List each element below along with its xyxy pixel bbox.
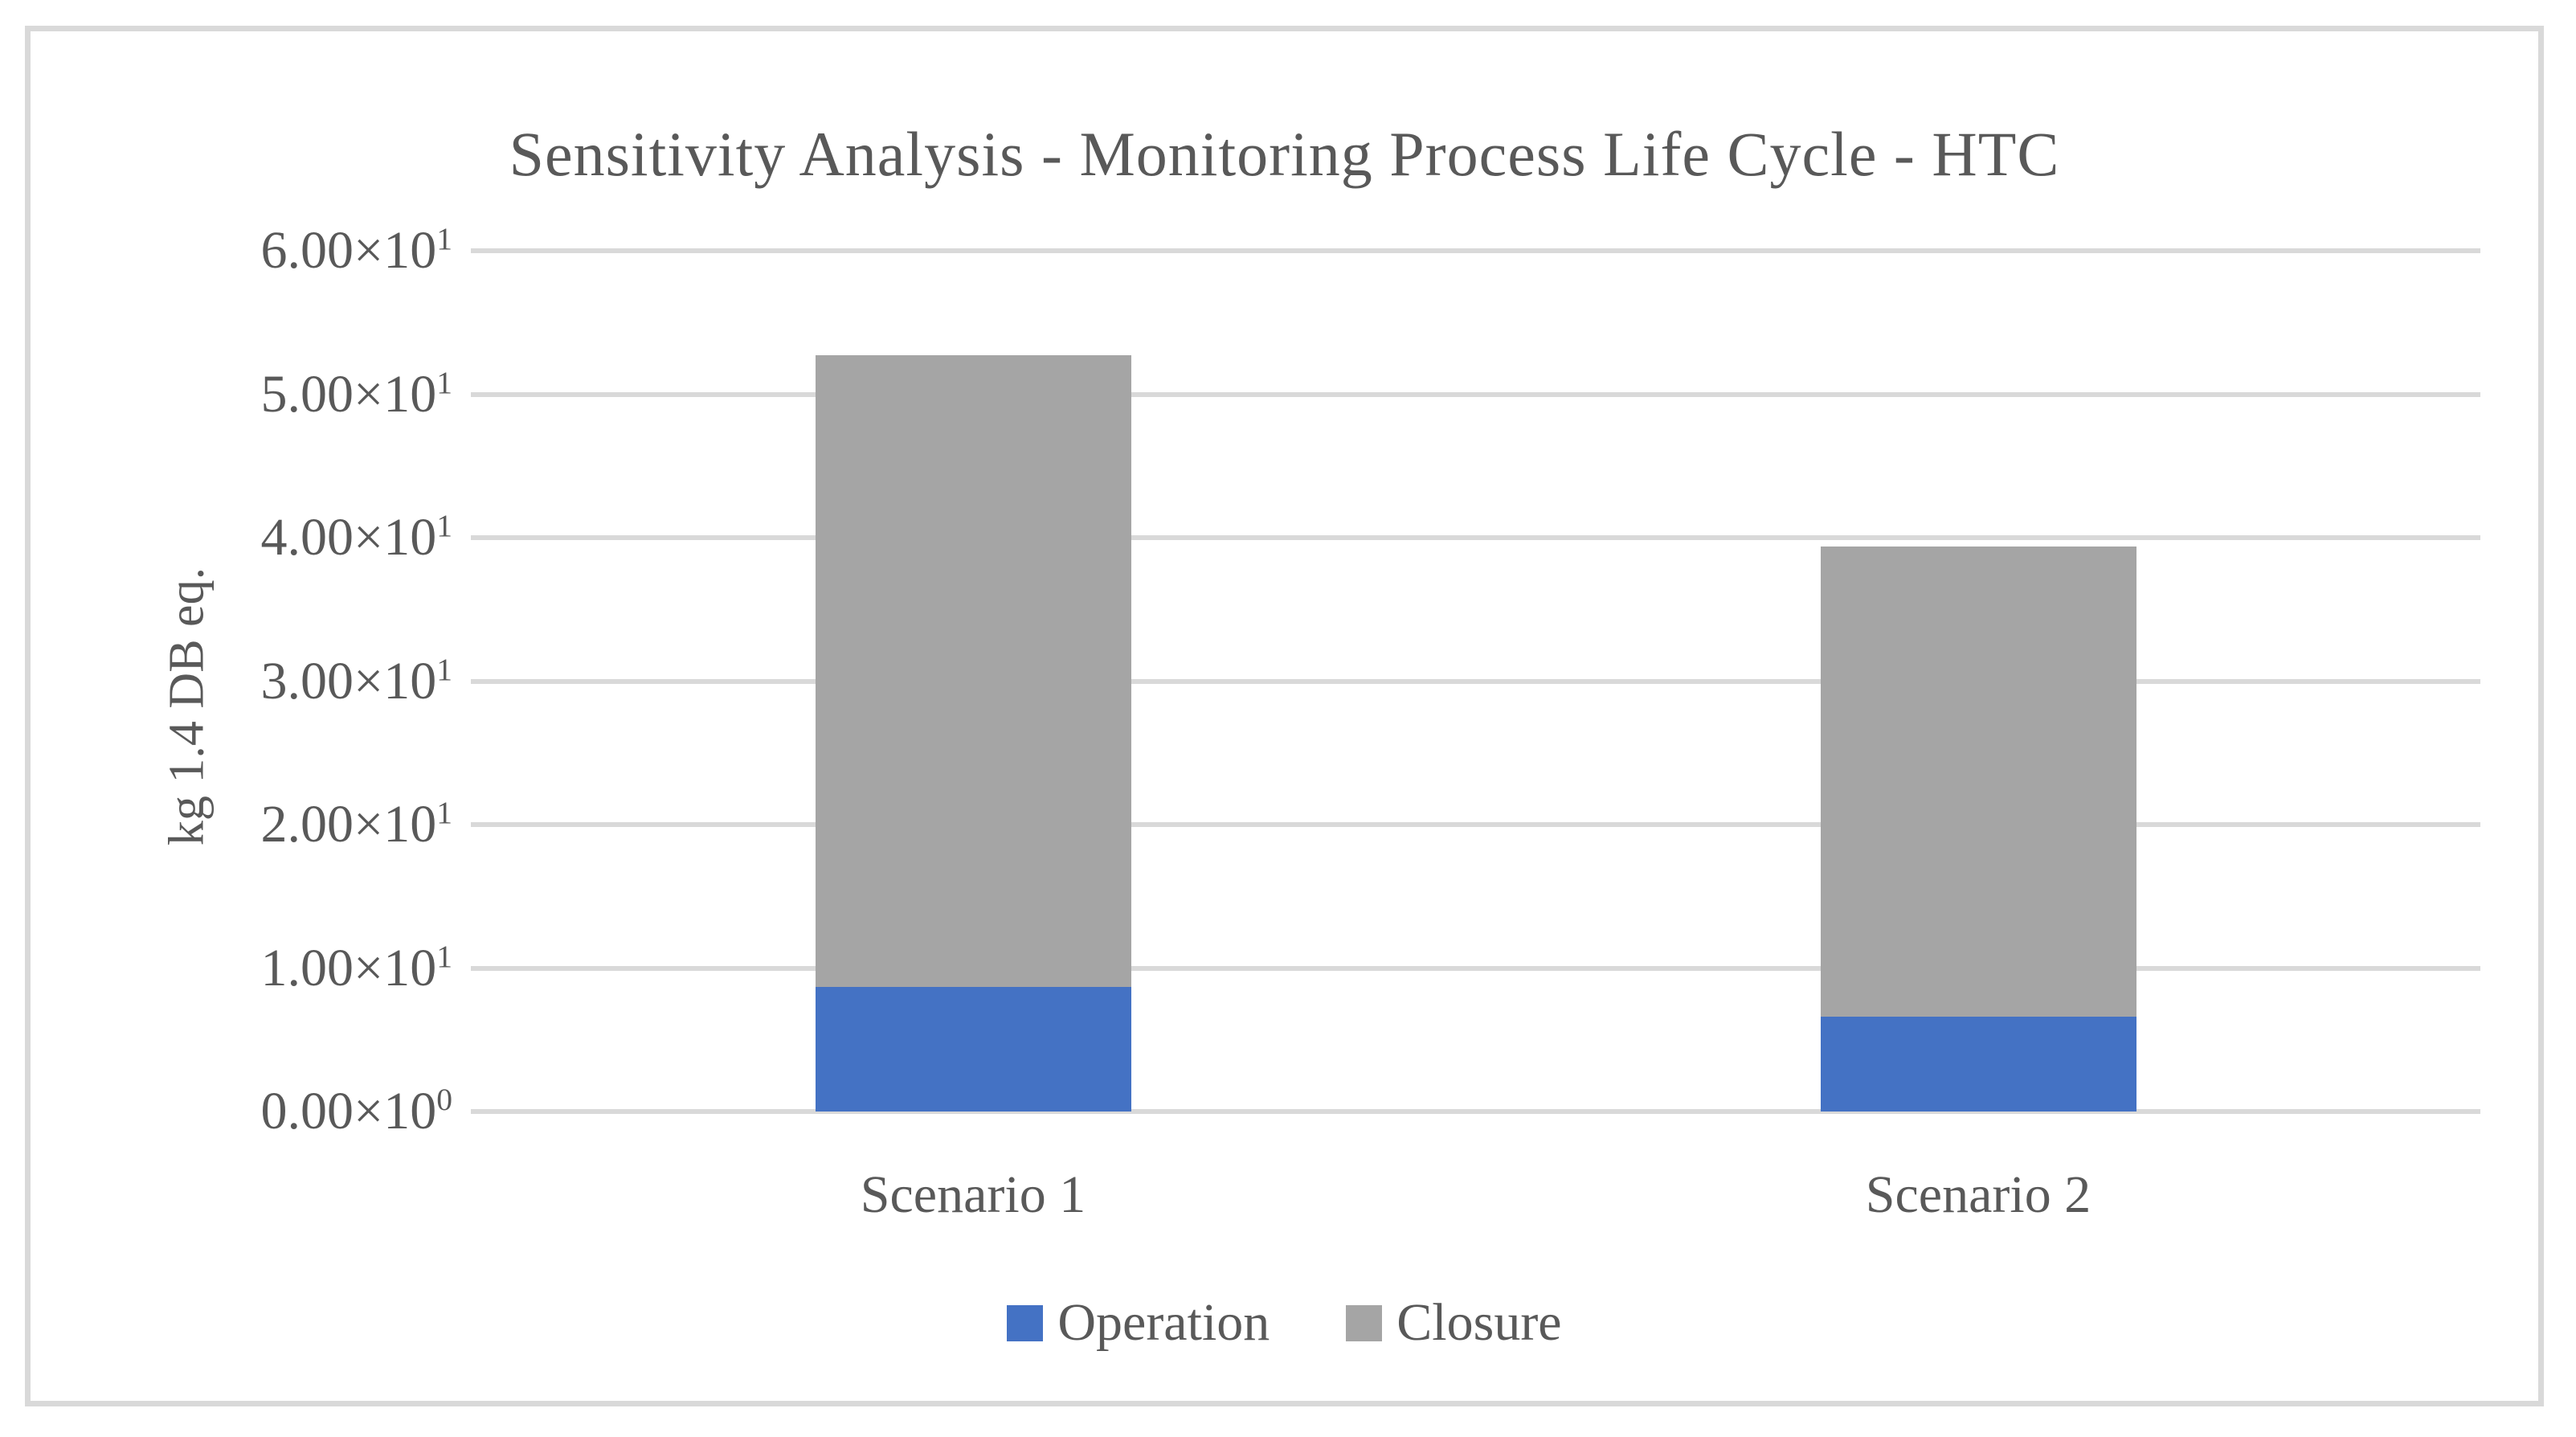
gridline — [471, 535, 2480, 540]
legend-label: Operation — [1057, 1293, 1270, 1352]
x-category-label: Scenario 1 — [860, 1165, 1086, 1224]
x-category-label: Scenario 2 — [1865, 1165, 2091, 1224]
legend-swatch-operation — [1007, 1304, 1044, 1341]
gridline — [471, 248, 2480, 253]
chart-frame: Sensitivity Analysis - Monitoring Proces… — [25, 26, 2544, 1406]
bar-segment-operation-2 — [1820, 1017, 2136, 1112]
y-tick-label: 5.00×101 — [260, 364, 452, 424]
gridline — [471, 1109, 2480, 1114]
gridline — [471, 678, 2480, 684]
bar-segment-operation-1 — [815, 986, 1131, 1112]
legend-item-closure: Closure — [1346, 1292, 1562, 1353]
bar-segment-closure-1 — [815, 355, 1131, 987]
legend: Operation Closure — [25, 1292, 2544, 1353]
legend-label: Closure — [1396, 1293, 1562, 1352]
y-tick-label: 2.00×101 — [260, 795, 452, 854]
chart-title: Sensitivity Analysis - Monitoring Proces… — [509, 119, 2060, 189]
gridline — [471, 391, 2480, 397]
y-tick-label: 1.00×101 — [260, 938, 452, 997]
y-tick-label: 3.00×101 — [260, 651, 452, 710]
y-tick-label: 6.00×101 — [260, 221, 452, 280]
legend-swatch-closure — [1346, 1304, 1383, 1341]
gridline — [471, 822, 2480, 827]
y-tick-label: 4.00×101 — [260, 508, 452, 567]
gridline — [471, 965, 2480, 971]
legend-item-operation: Operation — [1007, 1292, 1270, 1353]
y-tick-label: 0.00×100 — [260, 1082, 452, 1140]
bar-segment-closure-2 — [1820, 546, 2136, 1017]
